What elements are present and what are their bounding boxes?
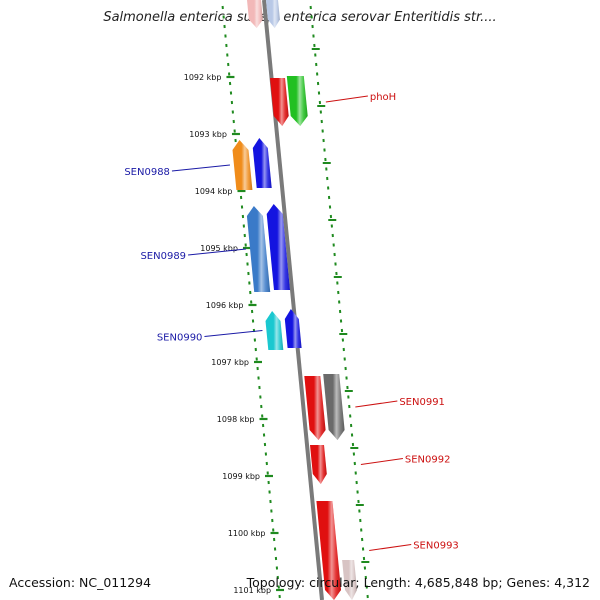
gene-arrow-shading bbox=[310, 445, 327, 484]
gene-arrow-shading bbox=[232, 140, 253, 190]
map-title: Salmonella enterica subsp. enterica sero… bbox=[103, 10, 497, 25]
gene-layer bbox=[232, 0, 357, 600]
topology-text: Topology: circular; Length: 4,685,848 bp… bbox=[246, 575, 590, 590]
label-leader bbox=[355, 400, 398, 408]
label-leader bbox=[171, 164, 231, 172]
gene-arrow-shading bbox=[286, 76, 308, 126]
gene-arrow-shading bbox=[266, 0, 280, 28]
label-leader bbox=[360, 458, 403, 465]
tick-label: 1096 kbp bbox=[206, 301, 244, 310]
gene-arrow-shading bbox=[304, 376, 326, 440]
label-leader bbox=[325, 95, 368, 103]
gene-label[interactable]: SEN0989 bbox=[140, 251, 186, 262]
gene-label[interactable]: SEN0990 bbox=[157, 333, 203, 344]
tick-label: 1093 kbp bbox=[189, 130, 227, 139]
tick-label: 1094 kbp bbox=[195, 187, 233, 196]
tick-label: 1095 kbp bbox=[200, 244, 238, 253]
tick-label: 1099 kbp bbox=[222, 472, 260, 481]
tick-label: 1098 kbp bbox=[217, 415, 255, 424]
gene-arrow-shading bbox=[270, 78, 289, 126]
gene-arrow-shading bbox=[323, 374, 345, 440]
gene-label[interactable]: SEN0991 bbox=[399, 397, 445, 408]
label-leader bbox=[188, 248, 247, 256]
tick-layer: 1092 kbp 1093 kbp 1094 kbp 1095 kbp 1096 kbp… bbox=[184, 5, 370, 599]
gene-arrow-shading bbox=[247, 0, 263, 28]
gene-arrow-shading bbox=[342, 560, 357, 600]
tick-label: 1097 kbp bbox=[211, 358, 249, 367]
gene-arrow-shading bbox=[284, 309, 302, 348]
label-layer: phoH SEN0988 SEN0989 SEN0990 SEN0991 SEN0992 S… bbox=[124, 92, 458, 552]
gene-label[interactable]: phoH bbox=[370, 92, 396, 103]
label-leader bbox=[369, 544, 412, 551]
tick-label: 1100 kbp bbox=[228, 529, 266, 538]
gene-label[interactable]: SEN0993 bbox=[413, 541, 459, 552]
gene-arrow-shading bbox=[246, 206, 271, 292]
gene-label[interactable]: SEN0988 bbox=[124, 167, 170, 178]
label-leader bbox=[204, 330, 263, 337]
gene-arrow-shading bbox=[252, 138, 272, 188]
tick-label: 1101 kbp bbox=[233, 586, 271, 595]
accession-text: Accession: NC_011294 bbox=[9, 575, 152, 590]
gene-arrow-shading bbox=[265, 311, 284, 350]
tick-label: 1092 kbp bbox=[184, 73, 222, 82]
gene-arrow-shading bbox=[266, 204, 290, 290]
gene-arrow-shading bbox=[316, 501, 341, 600]
gene-label[interactable]: SEN0992 bbox=[405, 455, 451, 466]
